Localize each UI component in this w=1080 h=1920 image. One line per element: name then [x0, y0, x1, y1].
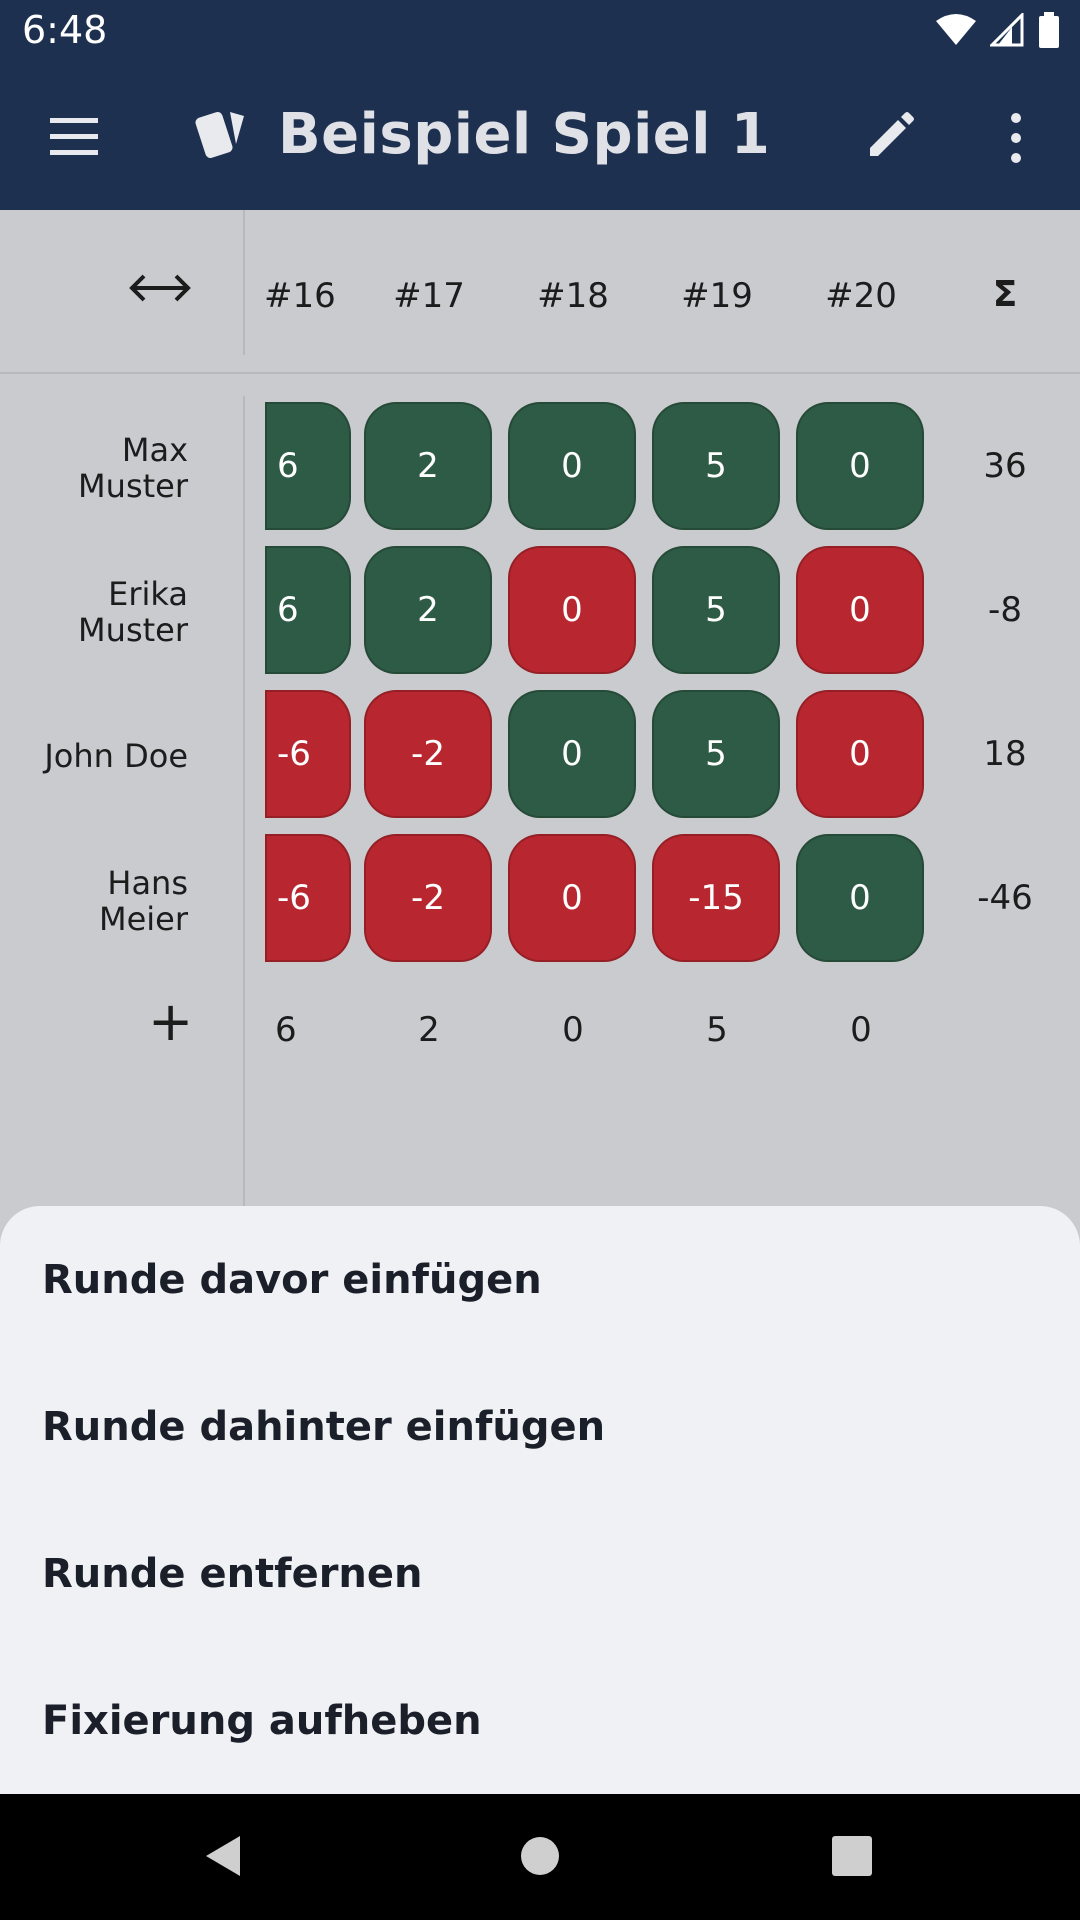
- battery-icon: [1039, 12, 1059, 48]
- score-cell[interactable]: -15: [652, 834, 780, 962]
- player-total: 36: [983, 446, 1027, 486]
- player-name[interactable]: Erika Muster: [78, 575, 188, 649]
- status-bar: 6:48: [0, 0, 1080, 64]
- score-cell[interactable]: 0: [508, 546, 636, 674]
- insert-round-after-option[interactable]: Runde dahinter einfügen: [42, 1403, 606, 1450]
- score-cell[interactable]: -2: [364, 834, 492, 962]
- score-cell[interactable]: 2: [364, 402, 492, 530]
- page-title: Beispiel Spiel 1: [278, 102, 771, 167]
- recents-icon[interactable]: [828, 1832, 876, 1880]
- column-divider: [243, 396, 245, 1210]
- status-time: 6:48: [22, 8, 108, 52]
- sum-header: Σ: [992, 274, 1018, 315]
- edit-icon[interactable]: [858, 106, 922, 170]
- score-cell[interactable]: 5: [652, 690, 780, 818]
- remove-round-option[interactable]: Runde entfernen: [42, 1550, 423, 1597]
- score-table: #16 #17 #18 #19 #20 Σ Max Muster Erika M…: [0, 210, 1080, 1210]
- player-name[interactable]: Max Muster: [78, 431, 188, 505]
- score-cell[interactable]: -6: [265, 690, 351, 818]
- player-total: -8: [988, 590, 1022, 630]
- round-total: 6: [275, 1010, 297, 1050]
- score-cell[interactable]: 2: [364, 546, 492, 674]
- menu-icon[interactable]: [42, 104, 106, 168]
- cell-signal-icon: [990, 13, 1024, 47]
- navigation-bar: [0, 1794, 1080, 1920]
- back-icon[interactable]: [200, 1832, 248, 1880]
- score-cell[interactable]: 0: [796, 690, 924, 818]
- app-bar: Beispiel Spiel 1: [0, 64, 1080, 210]
- round-header[interactable]: #16: [264, 276, 336, 316]
- score-cell[interactable]: 0: [796, 834, 924, 962]
- player-name[interactable]: John Doe: [44, 737, 188, 775]
- score-cell[interactable]: 5: [652, 402, 780, 530]
- cards-logo-icon: [195, 112, 244, 158]
- round-header[interactable]: #18: [537, 276, 609, 316]
- score-cell[interactable]: 0: [796, 402, 924, 530]
- player-total: 18: [983, 734, 1027, 774]
- more-options-icon[interactable]: [992, 106, 1040, 170]
- swap-columns-icon[interactable]: [128, 268, 192, 308]
- round-total: 5: [706, 1010, 728, 1050]
- round-total: 0: [562, 1010, 584, 1050]
- score-cell[interactable]: 6: [265, 546, 351, 674]
- round-options-sheet: Runde davor einfügen Runde dahinter einf…: [0, 1206, 1080, 1794]
- unpin-option[interactable]: Fixierung aufheben: [42, 1697, 482, 1744]
- score-cell[interactable]: 0: [508, 402, 636, 530]
- player-total: -46: [977, 878, 1033, 918]
- score-cell[interactable]: 6: [265, 402, 351, 530]
- home-icon[interactable]: [516, 1832, 564, 1880]
- insert-round-before-option[interactable]: Runde davor einfügen: [42, 1256, 542, 1303]
- wifi-icon: [936, 14, 976, 45]
- round-header[interactable]: #20: [825, 276, 897, 316]
- score-cell[interactable]: 5: [652, 546, 780, 674]
- score-cell[interactable]: 0: [508, 690, 636, 818]
- player-name[interactable]: Hans Meier: [98, 864, 188, 938]
- table-header-row: #16 #17 #18 #19 #20 Σ: [0, 210, 1080, 374]
- score-cell[interactable]: 0: [508, 834, 636, 962]
- column-divider: [243, 210, 245, 355]
- round-header[interactable]: #19: [681, 276, 753, 316]
- round-total: 0: [850, 1010, 872, 1050]
- status-icons: [936, 12, 1060, 48]
- score-cell[interactable]: 0: [796, 546, 924, 674]
- round-header[interactable]: #17: [393, 276, 465, 316]
- add-player-icon[interactable]: +: [148, 990, 194, 1053]
- round-total: 2: [418, 1010, 440, 1050]
- score-cell[interactable]: -2: [364, 690, 492, 818]
- score-cell[interactable]: -6: [265, 834, 351, 962]
